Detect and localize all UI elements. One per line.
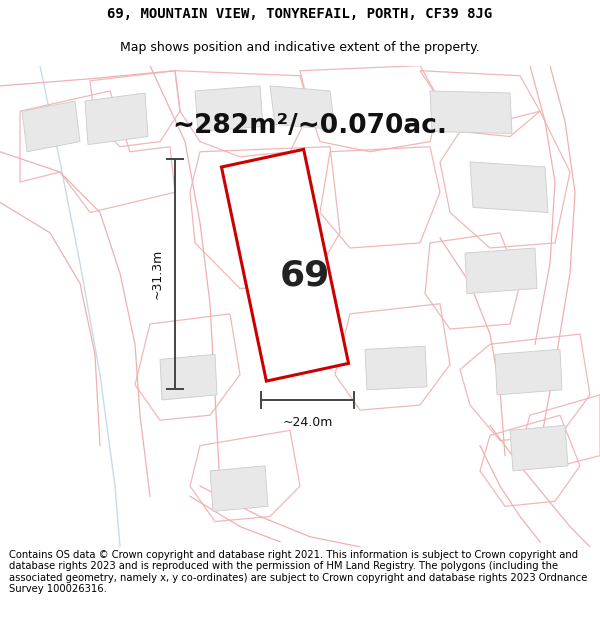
Polygon shape xyxy=(221,149,349,381)
Text: ~24.0m: ~24.0m xyxy=(282,416,332,429)
Polygon shape xyxy=(510,425,568,471)
Text: 69: 69 xyxy=(280,258,330,292)
Polygon shape xyxy=(270,86,335,129)
Polygon shape xyxy=(22,101,80,152)
Polygon shape xyxy=(365,346,427,390)
Text: Map shows position and indicative extent of the property.: Map shows position and indicative extent… xyxy=(120,41,480,54)
Polygon shape xyxy=(85,93,148,144)
Polygon shape xyxy=(195,86,263,131)
Text: 69, MOUNTAIN VIEW, TONYREFAIL, PORTH, CF39 8JG: 69, MOUNTAIN VIEW, TONYREFAIL, PORTH, CF… xyxy=(107,8,493,21)
Text: ~282m²/~0.070ac.: ~282m²/~0.070ac. xyxy=(173,113,448,139)
Polygon shape xyxy=(210,466,268,511)
Polygon shape xyxy=(430,91,512,134)
Polygon shape xyxy=(465,248,537,294)
Polygon shape xyxy=(495,349,562,395)
Polygon shape xyxy=(470,162,548,212)
Text: Contains OS data © Crown copyright and database right 2021. This information is : Contains OS data © Crown copyright and d… xyxy=(9,549,587,594)
Text: ~31.3m: ~31.3m xyxy=(151,249,163,299)
Polygon shape xyxy=(235,180,302,240)
Polygon shape xyxy=(160,354,217,400)
